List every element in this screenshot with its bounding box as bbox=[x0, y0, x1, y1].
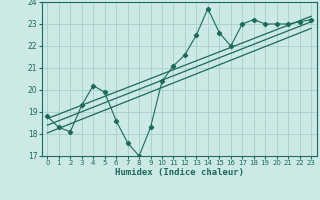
X-axis label: Humidex (Indice chaleur): Humidex (Indice chaleur) bbox=[115, 168, 244, 177]
